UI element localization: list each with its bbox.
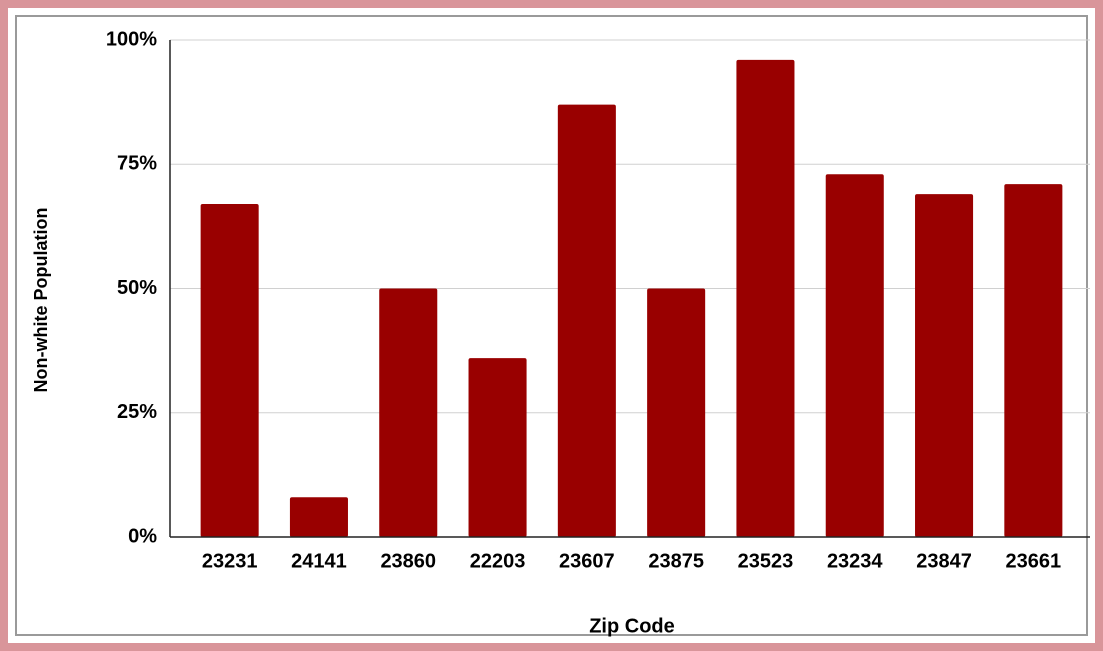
- x-axis-title: Zip Code: [589, 615, 675, 637]
- bar: [289, 497, 348, 537]
- y-tick-label: 0%: [128, 525, 157, 547]
- bar: [736, 59, 795, 537]
- y-tick-label: 25%: [117, 401, 157, 423]
- x-tick-label: 23860: [380, 550, 436, 572]
- y-tick-label: 100%: [106, 28, 157, 50]
- x-tick-label: 23847: [916, 550, 972, 572]
- y-tick-label: 50%: [117, 277, 157, 299]
- x-tick-label: 24141: [291, 550, 347, 572]
- y-axis-title: Non-white Population: [31, 208, 51, 393]
- bar: [647, 288, 706, 537]
- bar: [557, 104, 616, 538]
- x-tick-label: 23607: [559, 550, 615, 572]
- x-tick-label: 22203: [470, 550, 526, 572]
- bar: [915, 194, 974, 537]
- bar: [200, 204, 259, 537]
- x-tick-label: 23661: [1006, 550, 1062, 572]
- bar: [825, 174, 884, 537]
- x-tick-label: 23875: [648, 550, 704, 572]
- bar: [379, 288, 438, 537]
- bar: [1004, 184, 1063, 537]
- x-tick-label: 23231: [202, 550, 258, 572]
- inner-border: [15, 15, 1088, 636]
- x-tick-label: 23523: [738, 550, 794, 572]
- x-tick-label: 23234: [827, 550, 883, 572]
- y-tick-label: 75%: [117, 153, 157, 175]
- bar: [468, 358, 527, 537]
